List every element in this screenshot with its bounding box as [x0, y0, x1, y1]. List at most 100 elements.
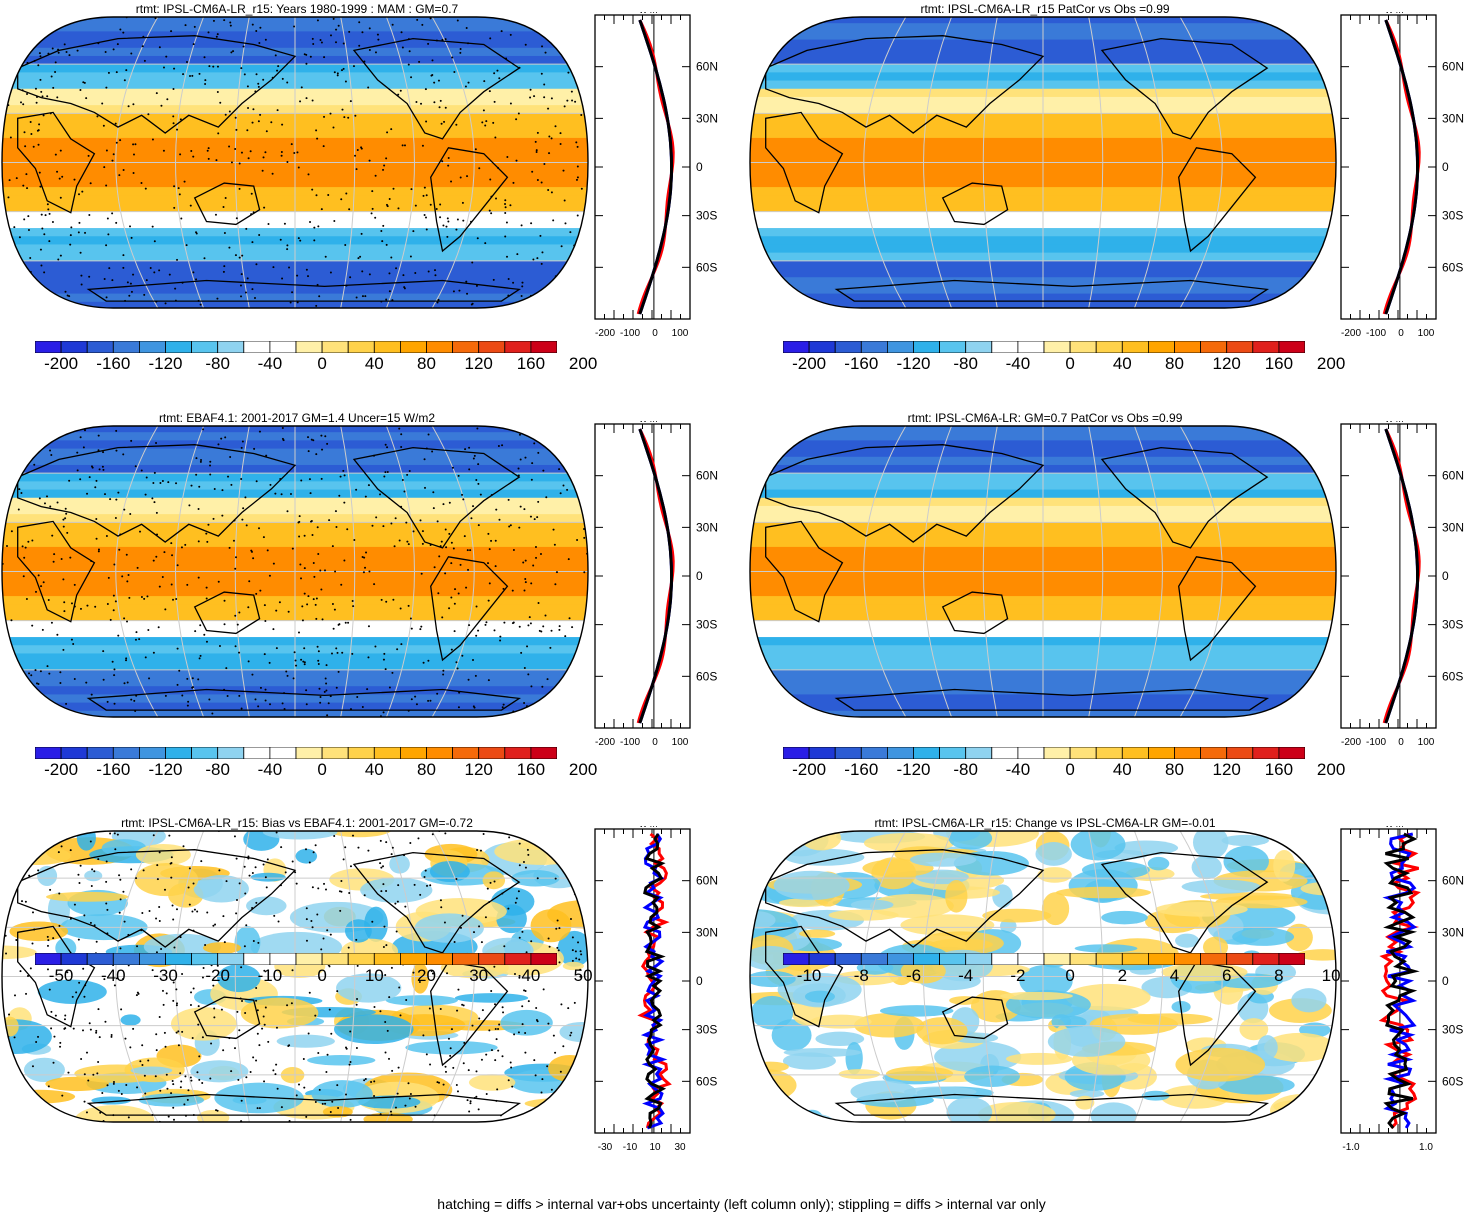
colorbar-label: -40 — [1005, 760, 1031, 779]
zonal-mean-profile-4: W m⁻² 60N 30N 0 30S 60S -200 -100 0 100 — [1340, 421, 1464, 746]
profile-xtick-label: 1.0 — [1419, 1142, 1433, 1151]
profile-xtick-label: -1.0 — [1342, 1142, 1360, 1151]
colorbar-label: 0 — [317, 760, 327, 779]
lat-label: 60S — [696, 669, 717, 683]
lat-label: 30N — [1442, 520, 1464, 534]
map-4 — [749, 425, 1337, 718]
coastline — [765, 444, 1045, 543]
coastline — [17, 111, 96, 214]
coastline — [17, 925, 96, 1028]
colorbar-label: -6 — [905, 966, 922, 985]
coastline — [834, 688, 1270, 711]
panel-title: rtmt: IPSL-CM6A-LR_r15 PatCor vs Obs =0.… — [920, 2, 1170, 16]
colorbar-label: 120 — [464, 354, 493, 373]
zonal-mean-profile-3: W m⁻² 60N 30N 0 30S 60S -200 -100 0 100 — [594, 421, 718, 746]
profile-unit-label: W m⁻² — [639, 826, 665, 829]
coastline — [193, 182, 261, 226]
coastline — [1178, 556, 1257, 662]
panel-title: rtmt: EBAF4.1: 2001-2017 GM=1.4 Uncer=15… — [158, 411, 436, 425]
profile-line-black — [1383, 832, 1420, 1129]
colorbar-label: 160 — [516, 354, 546, 373]
colorbar-label: 10 — [1321, 966, 1341, 985]
lat-label: 30N — [696, 111, 718, 125]
profile-unit-label: W m⁻² — [1385, 12, 1411, 15]
lat-label: 30S — [1442, 209, 1463, 223]
zonal-mean-profile-2: W m⁻² 60N 30N 0 30S 60S -200 -100 0 100 — [1340, 12, 1464, 337]
colorbar-label: 80 — [417, 354, 436, 373]
colorbar-label: 30 — [469, 966, 489, 985]
colorbar-label: 0 — [1065, 966, 1075, 985]
colorbar-label: -40 — [257, 354, 283, 373]
coastline — [352, 37, 521, 140]
profile-xtick-label: 100 — [1418, 737, 1435, 746]
map-2 — [749, 16, 1337, 309]
colorbar-label: 40 — [1112, 354, 1132, 373]
colorbar-label: -200 — [44, 760, 79, 779]
lat-label: 60S — [1442, 260, 1463, 274]
colorbar-label: 200 — [568, 760, 598, 779]
coastline — [86, 1093, 522, 1116]
profile-xtick-label: 0 — [652, 328, 658, 337]
colorbar-label: 120 — [1212, 354, 1241, 373]
profile-xtick-label: 100 — [672, 328, 689, 337]
coastline — [352, 446, 521, 549]
profile-xtick-label: 0 — [1398, 737, 1404, 746]
colorbar-label: 120 — [464, 760, 493, 779]
lat-label: 30S — [1442, 1023, 1463, 1037]
coastline — [941, 996, 1009, 1040]
colorbar-label: -80 — [953, 760, 978, 779]
lat-label: 30N — [696, 520, 718, 534]
profile-xtick-label: 0 — [1398, 328, 1404, 337]
coastline — [430, 961, 509, 1067]
coastline — [17, 444, 297, 543]
coastline — [193, 591, 261, 635]
colorbar-label: 200 — [568, 354, 598, 373]
profile-xtick-label: 10 — [649, 1142, 661, 1151]
colorbar-label: -160 — [96, 354, 131, 373]
colorbar-5: -50 -40 -30 -20 -10 0 10 20 30 40 50 — [34, 952, 593, 992]
coastline — [17, 849, 297, 948]
colorbar-label: 0 — [317, 966, 327, 985]
profile-xtick-label: -30 — [598, 1142, 613, 1151]
colorbar-label: -30 — [153, 966, 178, 985]
colorbar-label: -20 — [205, 966, 230, 985]
colorbar-label: 40 — [364, 760, 384, 779]
lat-label: 60S — [1442, 669, 1463, 683]
colorbar-label: 0 — [1065, 354, 1075, 373]
coastline — [1100, 851, 1269, 954]
profile-xtick-label: -100 — [1366, 737, 1386, 746]
profile-xtick-label: 0 — [652, 737, 658, 746]
profile-line-black — [638, 428, 673, 724]
colorbar-label: 40 — [1112, 760, 1132, 779]
colorbar-label: -4 — [958, 966, 974, 985]
profile-line-black — [638, 19, 673, 315]
profile-xtick-label: -200 — [1341, 737, 1361, 746]
colorbar-label: -80 — [953, 354, 978, 373]
colorbar-label: 40 — [521, 966, 541, 985]
coastline — [765, 520, 844, 623]
lat-label: 60N — [696, 874, 718, 888]
coastline — [765, 111, 844, 214]
lat-label: 60N — [1442, 469, 1464, 483]
lat-label: 30S — [696, 209, 717, 223]
profile-line-black — [643, 833, 667, 1129]
colorbar-6: -10 -8 -6 -4 -2 0 2 4 6 8 10 — [782, 952, 1341, 992]
colorbar-label: 2 — [1117, 966, 1128, 985]
colorbar-label: 160 — [1264, 760, 1294, 779]
coastline — [834, 1093, 1270, 1116]
colorbar-label: 8 — [1274, 966, 1284, 985]
colorbar-label: 50 — [573, 966, 593, 985]
colorbar-label: -200 — [44, 354, 79, 373]
coastline — [834, 279, 1270, 302]
colorbar-label: -2 — [1010, 966, 1026, 985]
colorbar-label: 120 — [1212, 760, 1241, 779]
lat-label: 30S — [696, 1023, 717, 1037]
coastline — [765, 925, 844, 1028]
lat-label: 30N — [1442, 111, 1464, 125]
colorbar-label: -120 — [148, 760, 183, 779]
coastline — [941, 182, 1009, 226]
colorbar-label: 160 — [1264, 354, 1294, 373]
profile-xtick-label: -200 — [1341, 328, 1361, 337]
colorbar-label: 80 — [1165, 354, 1184, 373]
colorbar-label: -40 — [101, 966, 126, 985]
